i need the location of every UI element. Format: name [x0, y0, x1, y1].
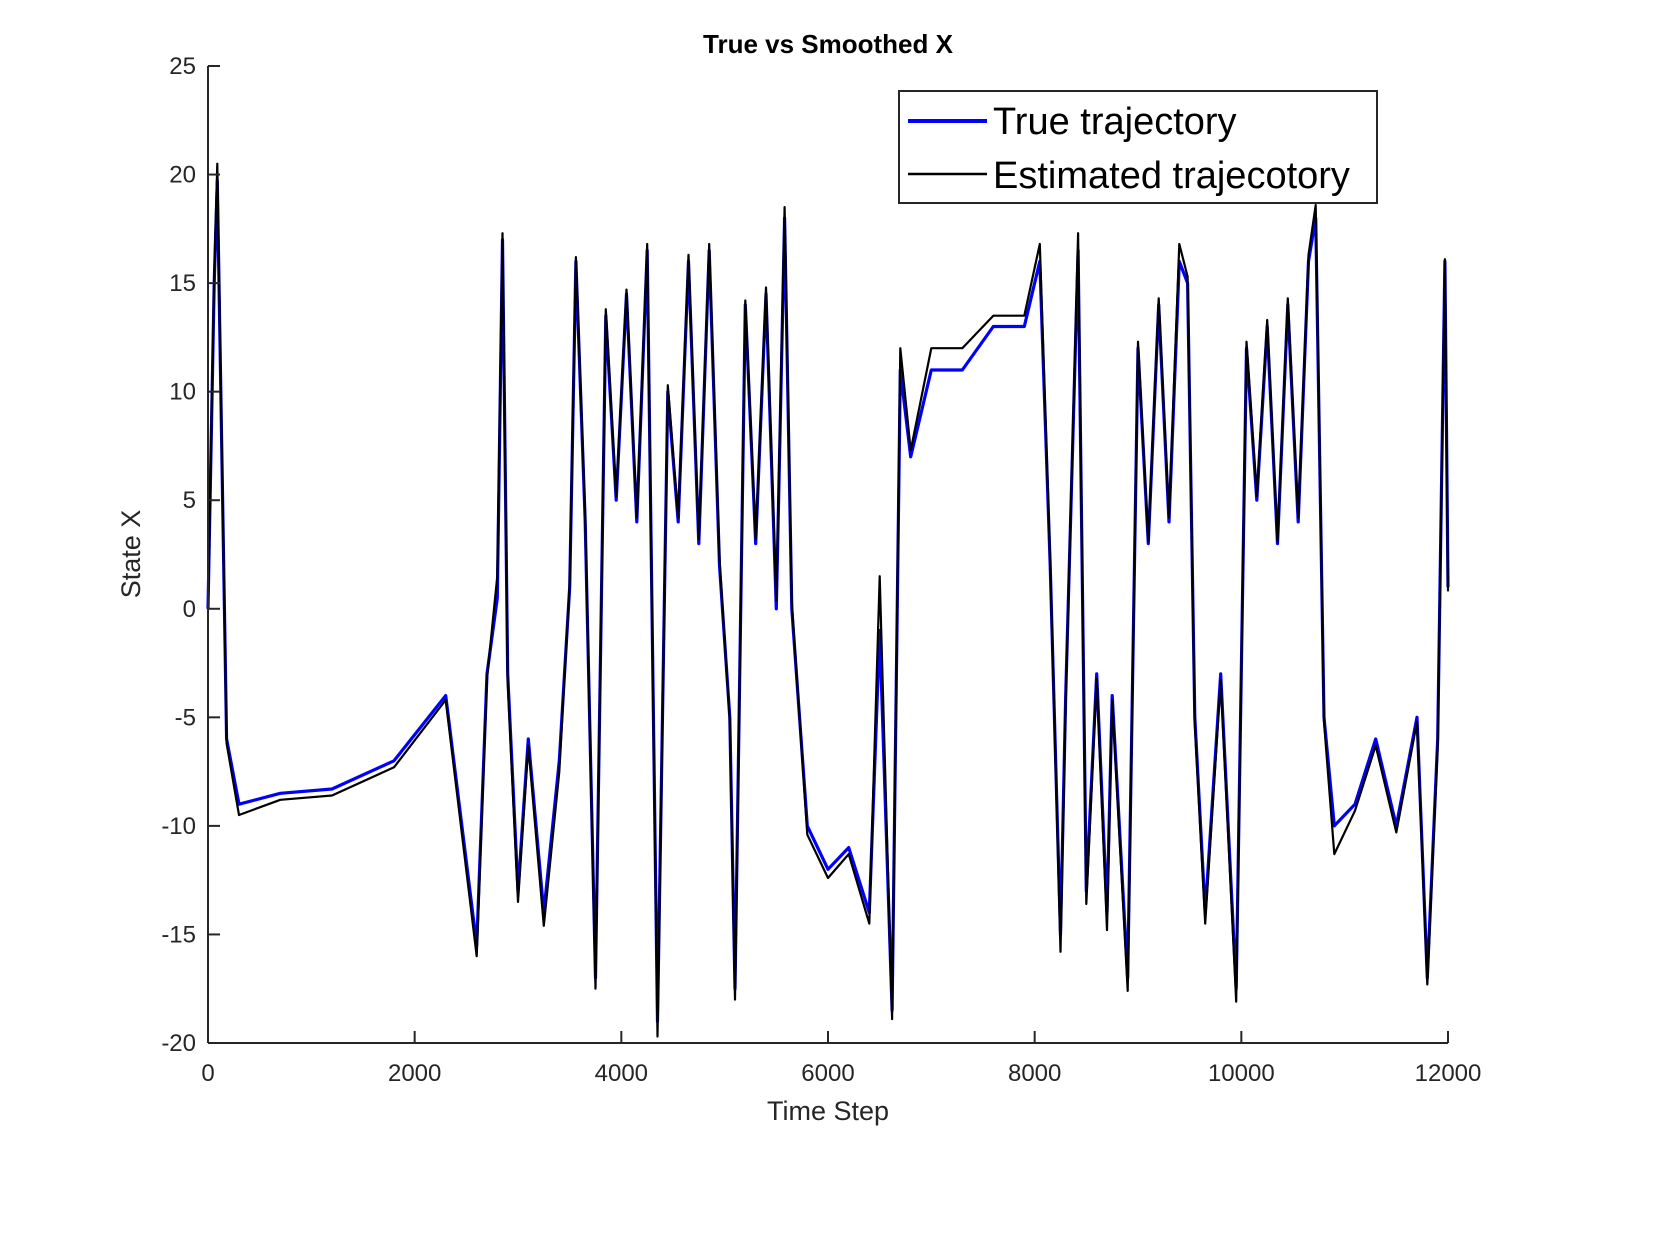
y-tick-label: 15 — [169, 270, 196, 297]
y-tick-label: -20 — [161, 1030, 196, 1057]
x-tick-label: 8000 — [1008, 1060, 1061, 1087]
x-tick-label: 4000 — [595, 1060, 648, 1087]
x-axis-label: Time Step — [767, 1096, 889, 1126]
x-ticks: 0 2000 4000 6000 8000 10000 12000 — [201, 1031, 1481, 1087]
y-tick-label: -10 — [161, 813, 196, 840]
x-tick-label: 10000 — [1208, 1060, 1275, 1087]
y-tick-label: -15 — [161, 921, 196, 948]
legend: True trajectory Estimated trajecotory — [898, 90, 1378, 204]
x-tick-label: 12000 — [1415, 1060, 1482, 1087]
x-tick-label: 0 — [201, 1060, 214, 1087]
x-tick-label: 2000 — [388, 1060, 441, 1087]
series-line-estimated-trajectory — [206, 162, 1450, 1038]
y-ticks: -20 -15 -10 -5 0 5 10 15 20 25 — [161, 53, 220, 1057]
y-tick-label: 10 — [169, 379, 196, 406]
y-tick-label: -5 — [175, 704, 196, 731]
legend-label-true: True trajectory — [993, 101, 1237, 143]
y-tick-label: 0 — [183, 596, 196, 623]
plot-area: 0 2000 4000 6000 8000 10000 12000 -20 -15 -10 -5 0… — [161, 53, 1481, 1087]
y-tick-label: 25 — [169, 53, 196, 80]
y-tick-label: 5 — [183, 487, 196, 514]
chart-title: True vs Smoothed X — [703, 29, 954, 59]
y-axis-label: State X — [116, 510, 146, 599]
x-tick-label: 6000 — [801, 1060, 854, 1087]
y-tick-label: 20 — [169, 162, 196, 189]
legend-label-estimated: Estimated trajecotory — [993, 155, 1350, 197]
series-layer — [206, 162, 1450, 1038]
legend-box — [898, 90, 1378, 204]
